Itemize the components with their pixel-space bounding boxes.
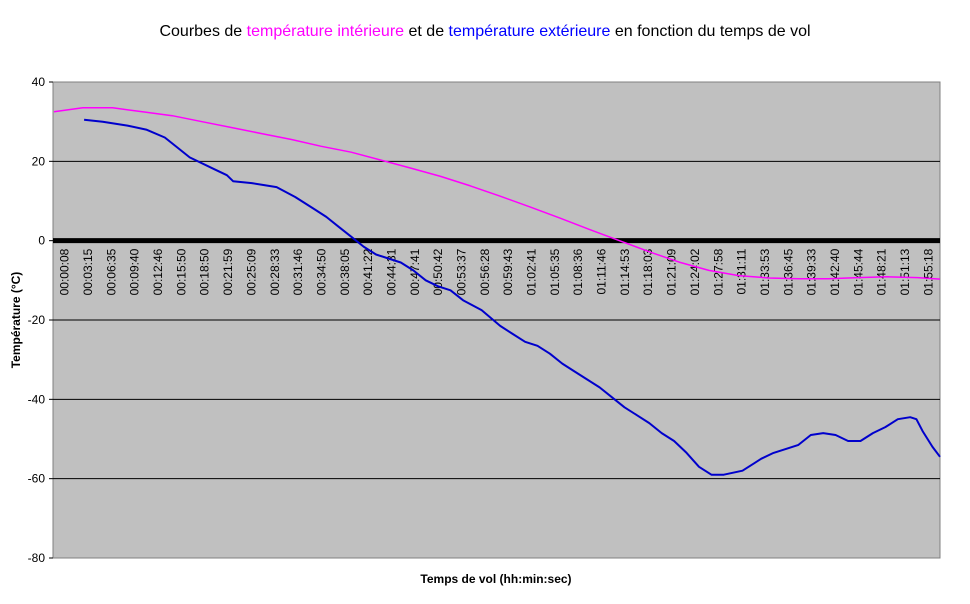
x-tick-label: 01:14:53 <box>618 248 632 295</box>
x-tick-label: 01:24:02 <box>688 248 702 295</box>
y-tick-label: -80 <box>28 551 46 565</box>
x-tick-label: 00:56:28 <box>478 248 492 295</box>
x-tick-label: 00:53:37 <box>454 248 468 295</box>
x-tick-label: 01:11:46 <box>595 248 609 294</box>
x-tick-label: 01:18:03 <box>641 248 655 295</box>
y-tick-label: 20 <box>32 154 46 168</box>
x-tick-label: 00:12:46 <box>151 248 165 295</box>
x-tick-label: 00:44:31 <box>384 248 398 295</box>
series-group <box>53 107 941 476</box>
x-tick-label: 00:00:08 <box>58 248 72 295</box>
y-tick-label: -20 <box>28 313 46 327</box>
chart-title-part: température intérieure <box>247 23 405 40</box>
chart-title: Courbes de température intérieure et de … <box>159 23 810 40</box>
x-tick-label: 01:42:40 <box>828 248 842 295</box>
x-tick-label: 00:28:33 <box>268 248 282 295</box>
x-axis-title: Temps de vol (hh:min:sec) <box>420 572 571 586</box>
x-tick-label: 00:03:15 <box>81 248 95 295</box>
x-tick-label: 00:15:50 <box>174 248 188 295</box>
x-tick-label: 01:55:18 <box>921 248 935 295</box>
x-tick-label: 00:18:50 <box>198 248 212 295</box>
x-tick-label: 01:31:11 <box>735 248 749 294</box>
x-tick-label: 01:21:09 <box>665 248 679 295</box>
y-axis-title: Température (°C) <box>9 272 23 369</box>
y-tick-label: 40 <box>32 75 46 89</box>
gridlines <box>53 160 940 480</box>
y-tick-label: 0 <box>38 234 45 248</box>
series-line-interieure <box>53 107 941 280</box>
y-axis-ticks: 40 20 0 -20 -40 -60 -80 <box>28 75 53 565</box>
x-tick-label: 01:05:35 <box>548 248 562 295</box>
x-tick-label: 01:08:36 <box>571 248 585 295</box>
x-tick-label: 00:09:40 <box>128 248 142 295</box>
x-tick-label: 00:31:46 <box>291 248 305 295</box>
chart-title-part: en fonction du temps de vol <box>610 23 810 40</box>
x-tick-label: 01:45:44 <box>851 248 865 295</box>
x-tick-label: 01:51:13 <box>898 248 912 295</box>
x-tick-label: 00:34:50 <box>314 248 328 295</box>
x-tick-label: 00:25:09 <box>244 248 258 295</box>
y-tick-label: -40 <box>28 392 46 406</box>
y-tick-label: -60 <box>28 472 46 486</box>
series-line-exterieure <box>83 118 941 476</box>
x-tick-label: 00:38:05 <box>338 248 352 295</box>
x-axis-ticks: 00:00:08 00:03:15 00:06:35 00:09:40 00:12:46… <box>58 248 936 295</box>
x-tick-label: 01:02:41 <box>525 248 539 295</box>
chart-title-part: et de <box>404 23 448 40</box>
x-tick-label: 00:59:43 <box>501 248 515 295</box>
x-tick-label: 01:33:53 <box>758 248 772 295</box>
x-tick-label: 00:06:35 <box>104 248 118 295</box>
x-tick-label: 01:48:21 <box>875 248 889 295</box>
x-tick-label: 00:41:22 <box>361 248 375 295</box>
chart-title-part: température extérieure <box>449 23 611 40</box>
chart-title-part: Courbes de <box>159 23 246 40</box>
x-tick-label: 01:36:45 <box>781 248 795 295</box>
x-tick-label: 00:21:59 <box>221 248 235 295</box>
x-tick-label: 01:39:33 <box>805 248 819 295</box>
